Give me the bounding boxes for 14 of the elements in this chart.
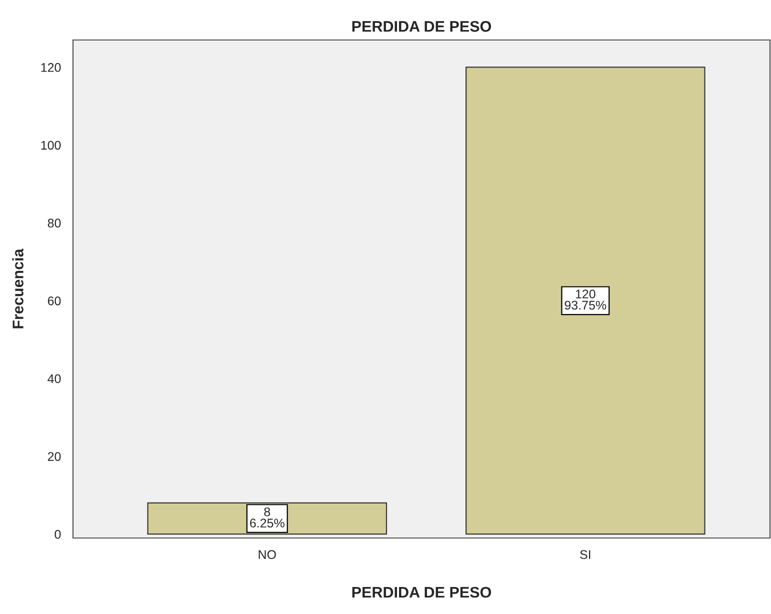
x-tick-label: SI — [580, 550, 590, 559]
data-label: 8 6.25% — [250, 507, 284, 528]
chart-title: PERDIDA DE PESO — [352, 21, 492, 32]
data-label: 120 93.75% — [564, 290, 606, 310]
x-tick-label: NO — [258, 550, 276, 559]
y-tick-label: 100 — [41, 140, 61, 150]
x-axis-title: PERDIDA DE PESO — [352, 586, 492, 598]
y-tick-label: 0 — [54, 530, 61, 539]
y-axis-title: Frecuencia — [12, 248, 24, 328]
y-tick-label: 20 — [48, 452, 61, 461]
y-tick-label: 40 — [48, 374, 61, 384]
y-tick-label: 120 — [41, 63, 61, 72]
y-tick-label: 60 — [48, 296, 61, 306]
y-tick-label: 80 — [48, 218, 61, 228]
